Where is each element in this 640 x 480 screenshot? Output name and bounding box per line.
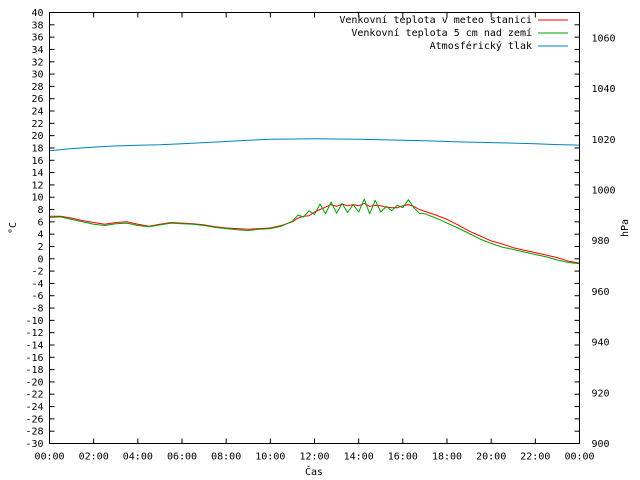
y-tick-label: -4 bbox=[31, 279, 43, 290]
x-tick-label: 06:00 bbox=[167, 452, 197, 463]
y-tick-label: 22 bbox=[31, 119, 43, 130]
x-tick-label: 08:00 bbox=[211, 452, 241, 463]
y-tick-label: -30 bbox=[25, 439, 43, 450]
x-tick-label: 14:00 bbox=[344, 452, 374, 463]
legend-label-station-temp: Venkovní teplota v meteo stanici bbox=[339, 14, 532, 26]
legend-label-pressure: Atmosférický tlak bbox=[430, 40, 532, 52]
y-tick-label: 8 bbox=[37, 205, 43, 216]
y-tick-label: -18 bbox=[25, 365, 43, 376]
y-tick-label: -6 bbox=[31, 291, 43, 302]
y-tick-label: 0 bbox=[37, 254, 43, 265]
y-tick-label: 16 bbox=[31, 156, 43, 167]
y2-tick-label: 1040 bbox=[592, 84, 616, 95]
y-tick-label: 10 bbox=[31, 193, 43, 204]
y-tick-label: 24 bbox=[31, 107, 43, 118]
y-axis-label: °C bbox=[8, 222, 19, 234]
right-axis-ticks: 1060 1040 1020 1000 980 960 940 920 900 bbox=[592, 33, 616, 450]
x-tick-label: 04:00 bbox=[123, 452, 153, 463]
series-line-pressure bbox=[49, 138, 580, 152]
y2-tick-label: 1020 bbox=[592, 135, 616, 146]
x-tick-label: 22:00 bbox=[520, 452, 550, 463]
x-tick-label: 00:00 bbox=[34, 452, 64, 463]
legend: Venkovní teplota v meteo stanici Venkovn… bbox=[339, 14, 568, 52]
y-tick-label: 28 bbox=[31, 82, 43, 93]
y-tick-label: 32 bbox=[31, 57, 43, 68]
plot-frame bbox=[49, 12, 580, 444]
y-tick-label: 2 bbox=[37, 242, 43, 253]
y2-tick-label: 940 bbox=[592, 338, 610, 349]
y2-tick-label: 1060 bbox=[592, 33, 616, 44]
y2-tick-label: 960 bbox=[592, 287, 610, 298]
left-axis-ticks: 4038363432302826242220181614121086420-2-… bbox=[25, 8, 580, 450]
y-tick-label: -8 bbox=[31, 304, 43, 315]
y2-tick-label: 1000 bbox=[592, 185, 616, 196]
y2-tick-label: 980 bbox=[592, 236, 610, 247]
series-line-station-temp bbox=[49, 202, 580, 264]
y-tick-label: -24 bbox=[25, 402, 43, 413]
y-tick-label: 14 bbox=[31, 168, 43, 179]
x-tick-label: 10:00 bbox=[255, 452, 285, 463]
y-tick-label: 34 bbox=[31, 45, 43, 56]
y-tick-label: 38 bbox=[31, 20, 43, 31]
series-layer bbox=[49, 138, 580, 265]
y-tick-label: -16 bbox=[25, 353, 43, 364]
y-tick-label: -12 bbox=[25, 328, 43, 339]
y-tick-label: 40 bbox=[31, 8, 43, 19]
x-axis-label: Čas bbox=[305, 465, 323, 478]
y-tick-label: -20 bbox=[25, 377, 43, 388]
x-tick-label: 02:00 bbox=[79, 452, 109, 463]
bottom-axis-ticks: 00:00 02:00 04:00 06:00 08:00 10:00 12:00 14:00… bbox=[34, 12, 595, 463]
y2-axis-label: hPa bbox=[620, 219, 631, 237]
y-tick-label: -28 bbox=[25, 427, 43, 438]
y-tick-label: 18 bbox=[31, 143, 43, 154]
series-line-ground-temp bbox=[49, 198, 580, 265]
y-tick-label: -2 bbox=[31, 267, 43, 278]
x-tick-label: 18:00 bbox=[432, 452, 462, 463]
y-tick-label: 4 bbox=[37, 230, 43, 241]
x-tick-label: 16:00 bbox=[388, 452, 418, 463]
y-tick-label: 30 bbox=[31, 70, 43, 81]
legend-label-ground-temp: Venkovní teplota 5 cm nad zemí bbox=[351, 27, 532, 39]
y2-tick-label: 920 bbox=[592, 388, 610, 399]
y-tick-label: 12 bbox=[31, 180, 43, 191]
y-tick-label: 20 bbox=[31, 131, 43, 142]
y-tick-label: -10 bbox=[25, 316, 43, 327]
y-tick-label: 36 bbox=[31, 33, 43, 44]
y-tick-label: -26 bbox=[25, 414, 43, 425]
y2-tick-label: 900 bbox=[592, 439, 610, 450]
x-tick-label: 12:00 bbox=[299, 452, 329, 463]
x-tick-label: 20:00 bbox=[476, 452, 506, 463]
y-tick-label: 6 bbox=[37, 217, 43, 228]
y-tick-label: -14 bbox=[25, 340, 43, 351]
y-tick-label: -22 bbox=[25, 390, 43, 401]
y-tick-label: 26 bbox=[31, 94, 43, 105]
x-tick-label: 00:00 bbox=[564, 452, 594, 463]
